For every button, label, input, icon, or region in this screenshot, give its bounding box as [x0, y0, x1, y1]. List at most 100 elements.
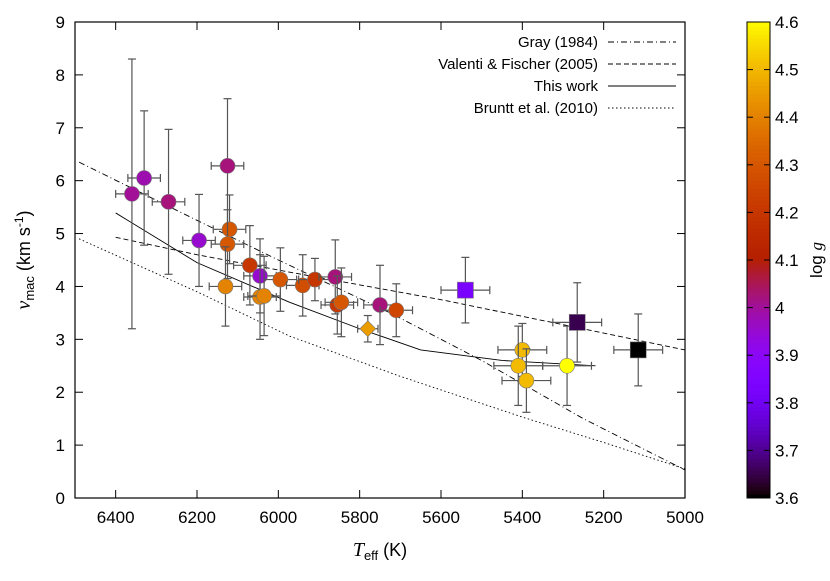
colorbar-segment [747, 470, 770, 475]
colorbar-segment [747, 299, 770, 305]
colorbar-segment [747, 141, 770, 146]
data-point [552, 282, 603, 363]
circle-marker [221, 221, 238, 238]
colorbar-segment [747, 311, 770, 317]
colorbar-segment [747, 335, 770, 340]
plot-frame [74, 21, 686, 499]
colorbar-tick-label: 3.8 [775, 394, 799, 413]
colorbar-segment [747, 125, 770, 130]
colorbar-segment [747, 267, 770, 273]
colorbar-segment [747, 29, 770, 35]
colorbar-segment [747, 236, 770, 241]
colorbar-segment [747, 494, 770, 499]
colorbar-tick-label: 3.6 [775, 489, 799, 508]
colorbar-segment [747, 343, 770, 348]
line-dashdot [78, 161, 686, 471]
colorbar-segment [747, 283, 770, 289]
colorbar-segment [747, 418, 770, 424]
circle-marker [217, 278, 234, 295]
legend: Gray (1984) Valenti & Fischer (2005) This … [438, 34, 676, 117]
colorbar-segment [747, 319, 770, 324]
colorbar-segment [747, 382, 770, 388]
circle-marker [136, 170, 152, 186]
colorbar-segment [747, 232, 770, 237]
data-point [247, 255, 281, 337]
colorbar-segment [747, 458, 770, 463]
colorbar-segment [747, 152, 770, 158]
colorbar-segment [747, 367, 770, 372]
colorbar-tick-label: 3.7 [775, 441, 799, 460]
colorbar-segment [747, 390, 770, 396]
colorbar-segment [747, 486, 770, 491]
circle-marker [242, 257, 258, 274]
colorbar-segment [747, 61, 770, 67]
colorbar-tick-label: 4.3 [775, 156, 799, 175]
colorbar-segment [747, 25, 770, 31]
circle-marker [514, 342, 531, 358]
circle-marker [219, 236, 236, 252]
colorbar-segment [747, 37, 770, 43]
data-point [357, 314, 379, 343]
colorbar-segment [747, 359, 770, 364]
data-point [379, 283, 414, 338]
y-tick-label: 8 [56, 66, 65, 85]
colorbar-segment [747, 315, 770, 320]
colorbar-segment [747, 331, 770, 336]
diamond-marker [359, 320, 377, 338]
colorbar-segment [747, 73, 770, 79]
colorbar-segment [747, 172, 770, 178]
circle-marker [559, 357, 575, 374]
y-tick-label: 4 [56, 277, 65, 296]
colorbar-segment [747, 144, 770, 150]
y-tick-label: 9 [56, 13, 65, 32]
y-tick-label: 7 [56, 119, 65, 138]
colorbar-segment [747, 478, 770, 483]
colorbar-segment [747, 422, 770, 428]
colorbar-segment [747, 351, 770, 356]
square-marker [629, 341, 647, 359]
colorbar-segment [747, 160, 770, 166]
colorbar-tick-label: 4.6 [775, 13, 799, 32]
colorbar-segment [747, 33, 770, 39]
colorbar-segment [747, 339, 770, 344]
colorbar-segment [747, 65, 770, 71]
colorbar-segment [747, 109, 770, 114]
colorbar-segment [747, 454, 770, 459]
colorbar-segment [747, 291, 770, 297]
y-tick-label: 3 [56, 330, 65, 349]
data-point [182, 193, 216, 288]
colorbar-segment [747, 482, 770, 487]
x-tick-label: 5800 [341, 508, 379, 527]
colorbar-label: log g [807, 242, 826, 278]
colorbar-segment [747, 220, 770, 225]
colorbar-segment [747, 192, 770, 198]
circle-marker [327, 269, 344, 285]
colorbar-segment [747, 228, 770, 233]
x-tick-label: 5000 [666, 508, 704, 527]
colorbar-segment [747, 410, 770, 416]
colorbar-segment [747, 200, 770, 205]
line-dashed [115, 236, 686, 351]
square-marker [568, 314, 586, 331]
colorbar-segment [747, 450, 770, 455]
data-point [210, 209, 245, 280]
y-axis-label: vmac (km s-1) [12, 210, 37, 309]
data-point [212, 194, 247, 265]
y-tick-label: 2 [56, 383, 65, 402]
colorbar-tick-label: 4.5 [775, 61, 799, 80]
colorbar-segment [747, 57, 770, 63]
y-tick-label: 0 [56, 489, 65, 508]
colorbar-segment [747, 93, 770, 98]
colorbar-segment [747, 256, 770, 261]
colorbar-segment [747, 438, 770, 443]
colorbar-segment [747, 240, 770, 245]
colorbar-segment [747, 212, 770, 217]
colorbar-segment [747, 474, 770, 479]
data-point [233, 225, 267, 306]
colorbar: 3.6 3.7 3.8 3.9 4 4.1 4.2 4.3 4.4 4.5 4.6 [746, 13, 799, 508]
colorbar-segment [747, 271, 770, 277]
colorbar-segment [747, 176, 770, 182]
data-point [501, 348, 552, 413]
colorbar-segment [747, 386, 770, 392]
